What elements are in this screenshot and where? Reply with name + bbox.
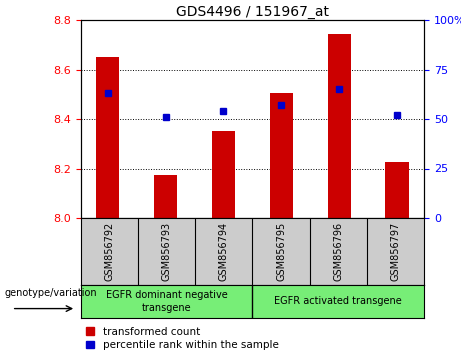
Bar — [96, 57, 119, 218]
Text: GSM856796: GSM856796 — [333, 222, 343, 281]
Title: GDS4496 / 151967_at: GDS4496 / 151967_at — [176, 5, 329, 19]
Text: EGFR dominant negative
transgene: EGFR dominant negative transgene — [106, 290, 227, 313]
Bar — [328, 34, 351, 218]
Legend: transformed count, percentile rank within the sample: transformed count, percentile rank withi… — [86, 327, 278, 350]
Bar — [385, 162, 408, 218]
Text: GSM856794: GSM856794 — [219, 222, 229, 281]
Bar — [212, 131, 235, 218]
Text: EGFR activated transgene: EGFR activated transgene — [274, 297, 402, 307]
Text: GSM856792: GSM856792 — [104, 222, 114, 281]
Text: GSM856797: GSM856797 — [390, 222, 401, 281]
Text: GSM856793: GSM856793 — [161, 222, 171, 281]
Bar — [154, 175, 177, 218]
Bar — [270, 93, 293, 218]
Text: GSM856795: GSM856795 — [276, 222, 286, 281]
Text: genotype/variation: genotype/variation — [5, 288, 97, 298]
